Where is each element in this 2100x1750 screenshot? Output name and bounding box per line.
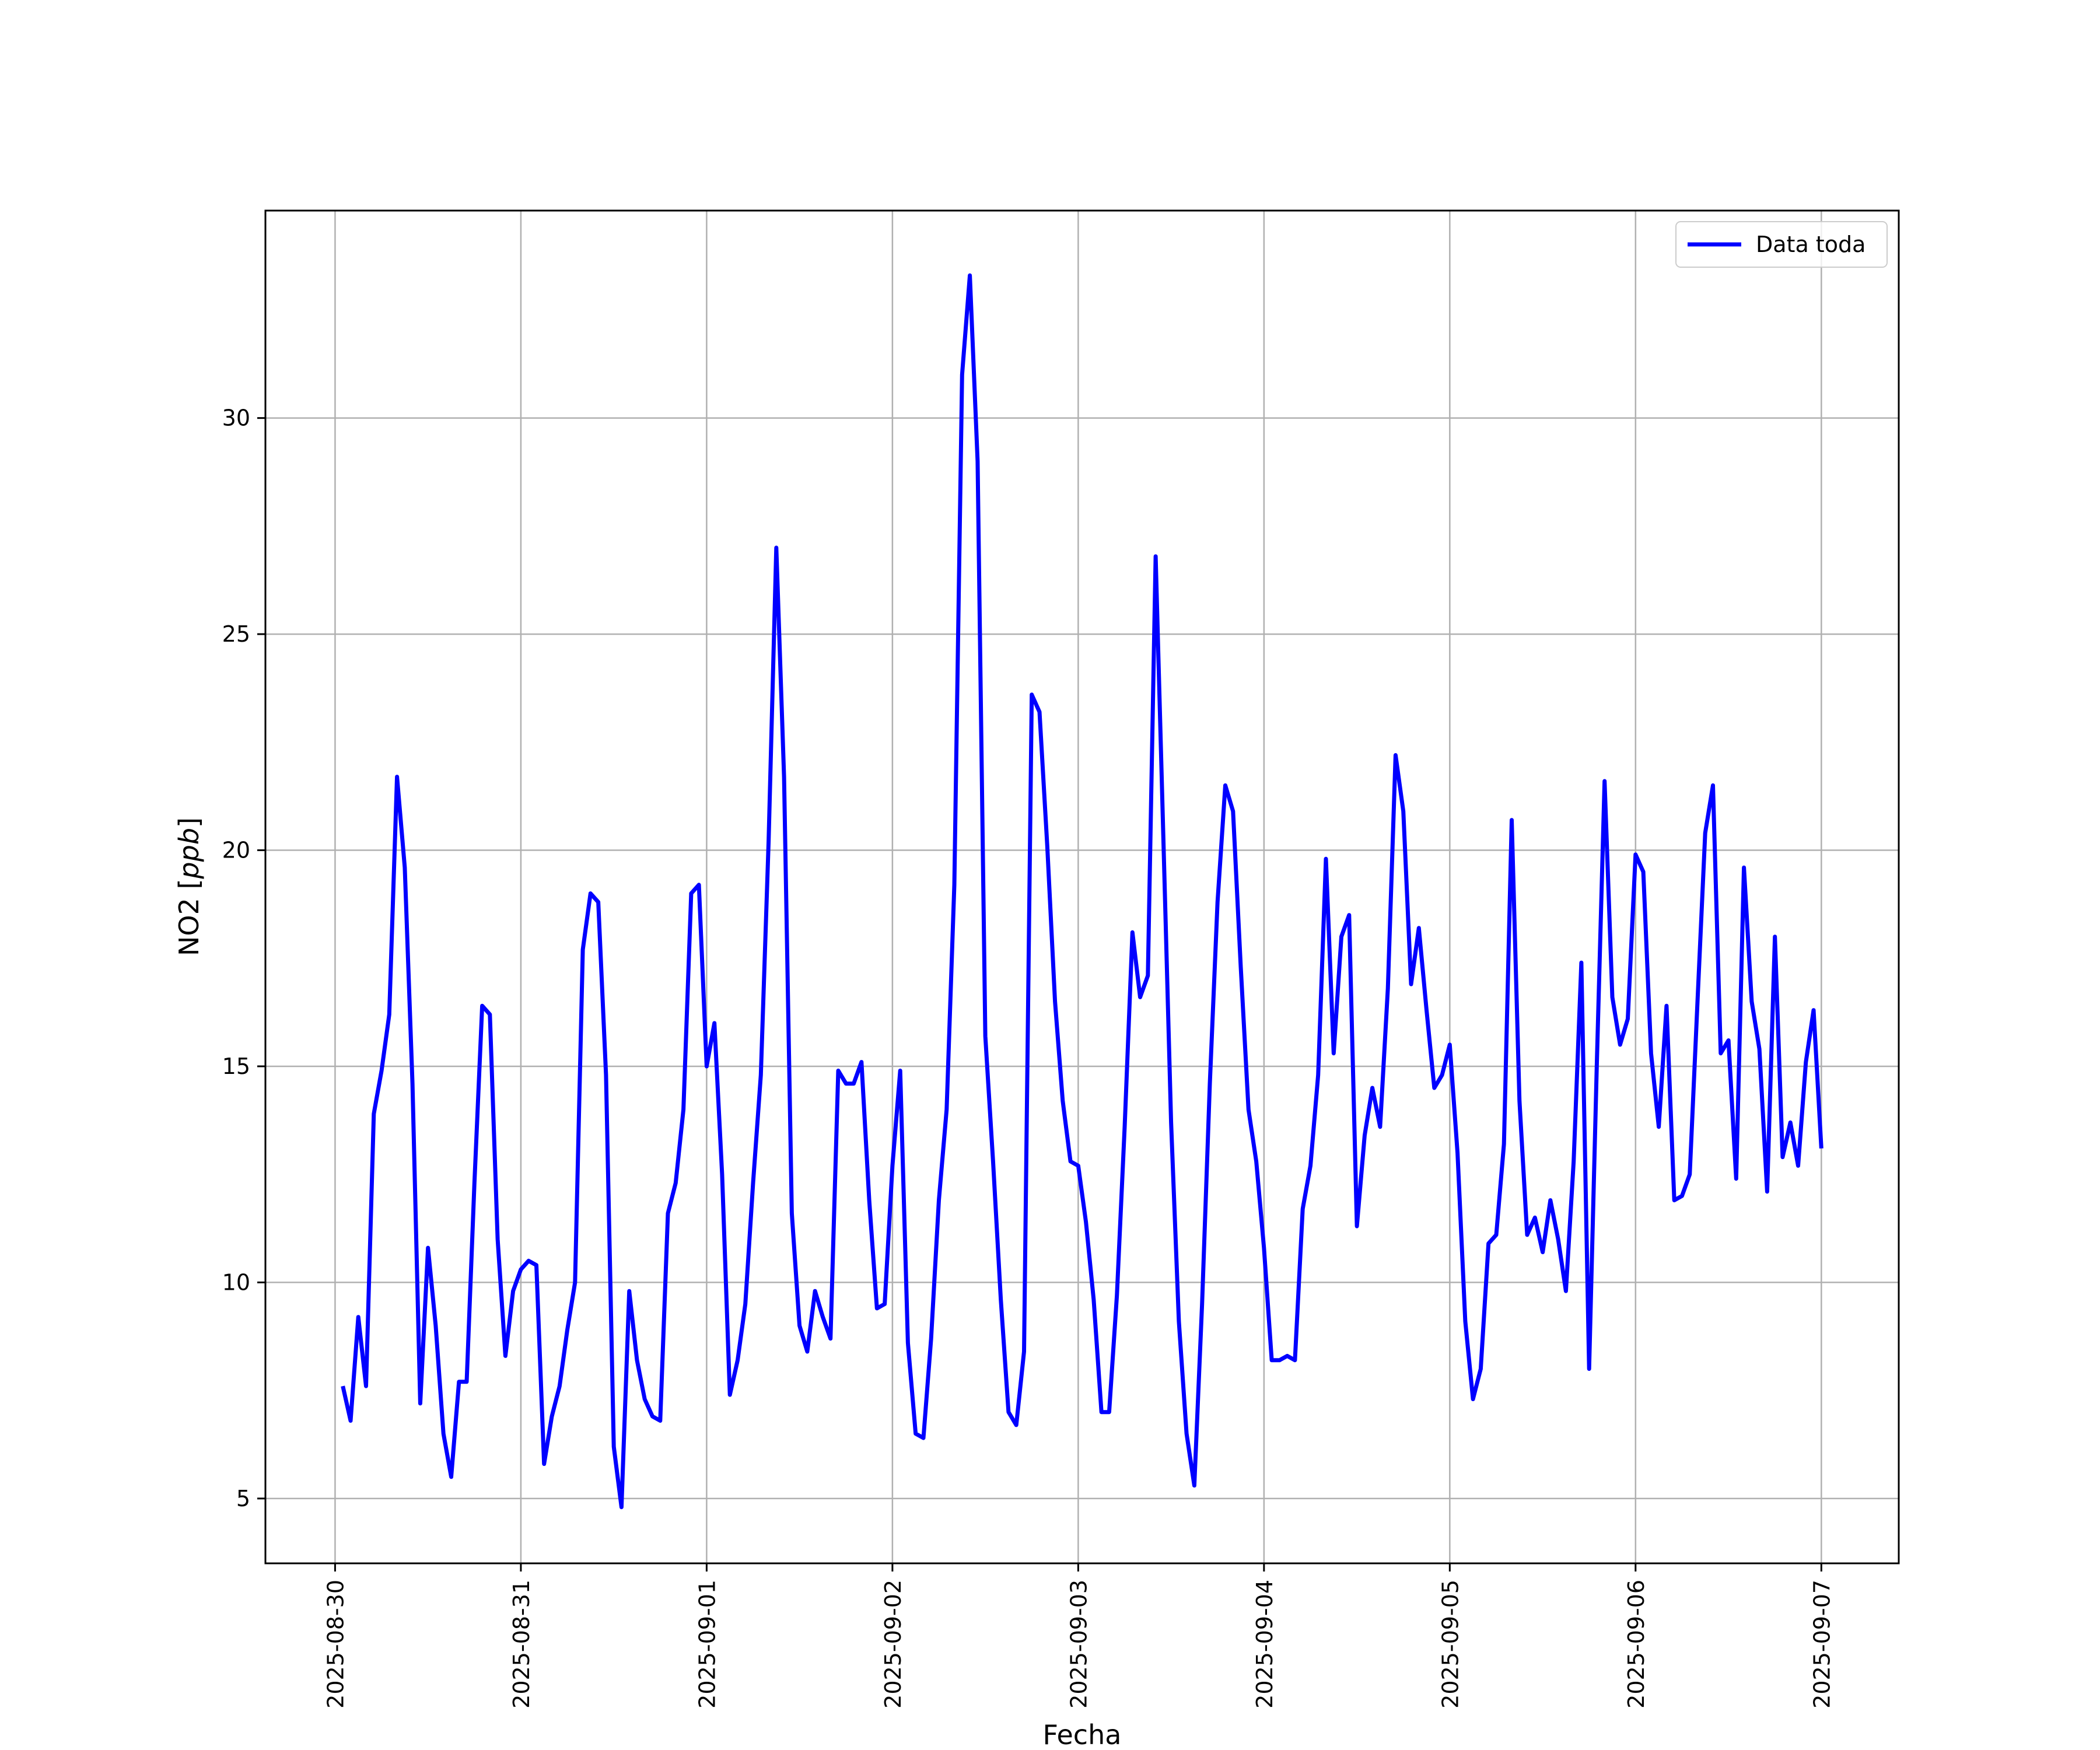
y-tick-label: 25 <box>222 621 250 647</box>
x-axis-ticks: 2025-08-30 2025-08-31 2025-09-01 2025-09-02… <box>323 1563 1835 1709</box>
legend-label: Data toda <box>1756 232 1866 257</box>
x-tick-label: 2025-09-03 <box>1066 1580 1091 1709</box>
x-tick-label: 2025-09-07 <box>1809 1580 1835 1709</box>
x-axis-label: Fecha <box>1043 1719 1122 1750</box>
x-tick-label: 2025-09-01 <box>694 1580 720 1709</box>
x-tick-label: 2025-09-06 <box>1623 1580 1649 1709</box>
y-tick-label: 15 <box>222 1054 250 1079</box>
x-tick-label: 2025-09-04 <box>1252 1580 1278 1709</box>
grid-lines <box>265 211 1899 1563</box>
x-tick-label: 2025-08-30 <box>323 1580 348 1709</box>
y-tick-label: 30 <box>222 405 250 431</box>
legend: Data toda <box>1675 221 1888 268</box>
y-axis-label-unit: ppb <box>173 828 205 880</box>
y-axis-label-text: NO2 [ <box>173 879 205 956</box>
y-tick-label: 5 <box>236 1486 250 1511</box>
y-tick-label: 10 <box>222 1269 250 1295</box>
series-layer <box>341 273 1824 1510</box>
x-tick-label: 2025-09-05 <box>1437 1580 1463 1709</box>
x-tick-label: 2025-09-02 <box>880 1580 906 1709</box>
x-tick-label: 2025-08-31 <box>509 1580 534 1709</box>
y-tick-label: 20 <box>222 838 250 863</box>
legend-box <box>1675 221 1888 268</box>
series-line <box>341 273 1824 1510</box>
y-axis-label-close: ] <box>173 817 205 828</box>
y-axis-ticks: 5 10 15 20 25 30 <box>222 405 265 1511</box>
y-axis-label: NO2 [ppb] <box>173 817 205 956</box>
plot-area-frame <box>264 209 1900 1564</box>
